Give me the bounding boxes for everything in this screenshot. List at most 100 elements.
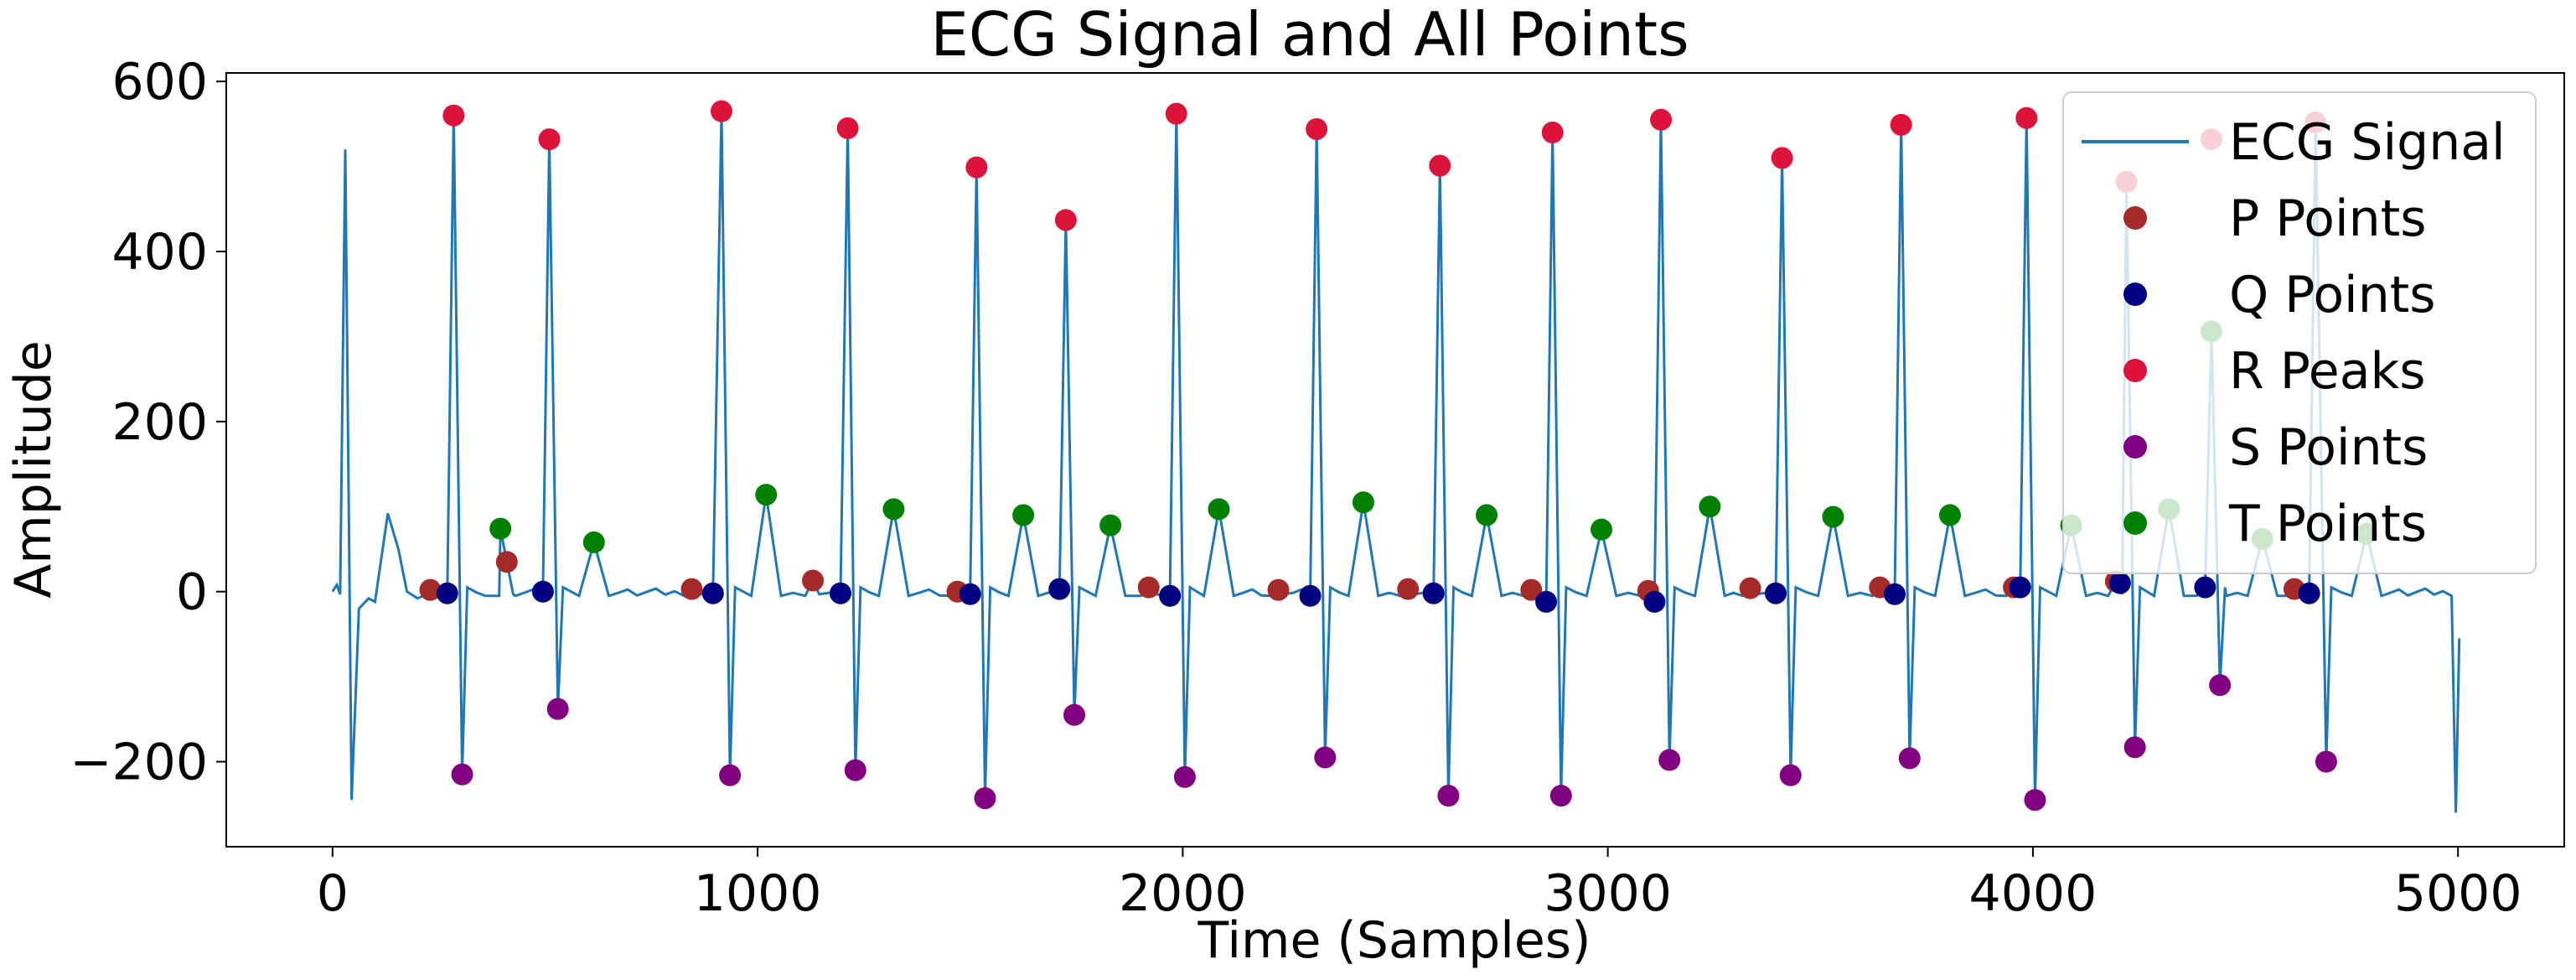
y-tick-label: 200 (111, 393, 208, 452)
x-tick-label: 1000 (694, 864, 822, 923)
r-peak-point (538, 128, 561, 151)
legend-box (2062, 91, 2537, 574)
legend-label: ECG Signal (2229, 113, 2506, 172)
chart-title: ECG Signal and All Points (930, 0, 1689, 70)
legend-label: R Peaks (2229, 342, 2426, 401)
q-point (2108, 572, 2131, 594)
s-point (2209, 674, 2232, 697)
q-point (1765, 582, 1787, 604)
legend-label: P Points (2229, 189, 2427, 248)
y-axis-label: Amplitude (4, 340, 63, 598)
p-point (802, 569, 825, 592)
r-peak-point (1306, 117, 1328, 140)
x-axis-label: Time (Samples) (1197, 911, 1591, 970)
s-point (1314, 746, 1337, 769)
legend-marker (2123, 435, 2147, 459)
r-peak-point (2015, 106, 2038, 129)
p-point (495, 551, 518, 573)
t-point (489, 517, 512, 540)
s-point (1658, 749, 1681, 771)
q-point (2009, 576, 2031, 599)
legend-marker (2123, 206, 2147, 230)
p-point (1739, 577, 1761, 599)
r-peak-point (965, 156, 988, 179)
x-tick-label: 4000 (1969, 864, 2098, 923)
q-point (1422, 582, 1445, 604)
p-point (1267, 578, 1290, 601)
r-peak-point (442, 104, 465, 127)
t-point (1352, 491, 1374, 514)
q-point (959, 583, 981, 605)
q-point (830, 582, 852, 604)
y-tick-label: −200 (70, 734, 208, 792)
legend-label: T Points (2228, 495, 2427, 553)
t-point (582, 531, 605, 553)
p-point (680, 578, 703, 600)
x-tick-label: 0 (317, 864, 349, 923)
q-point (531, 580, 554, 603)
q-point (436, 582, 458, 604)
t-point (1699, 495, 1721, 518)
r-peak-point (836, 117, 859, 139)
legend-label: S Points (2229, 418, 2428, 477)
r-peak-point (1165, 102, 1187, 125)
r-peak-point (1054, 209, 1077, 231)
t-point (1591, 518, 1613, 541)
x-tick-label: 3000 (1544, 864, 1672, 923)
s-point (546, 697, 569, 720)
t-point (1938, 504, 1961, 526)
r-peak-point (1890, 113, 1912, 136)
q-point (1048, 578, 1071, 600)
s-point (2024, 789, 2046, 811)
legend: ECG Signal P Points Q Points R Peaks S Point… (2062, 91, 2537, 574)
s-point (1898, 747, 1921, 770)
s-point (1063, 703, 1086, 726)
q-point (1884, 583, 1906, 605)
legend-marker (2123, 511, 2147, 535)
y-tick-label: 400 (111, 223, 208, 282)
s-point (1173, 765, 1196, 788)
s-point (719, 764, 742, 786)
legend-marker (2123, 359, 2147, 382)
y-tick-label: 0 (176, 563, 208, 622)
y-tick-label: 600 (111, 53, 208, 111)
q-point (1159, 584, 1182, 607)
t-point (1099, 514, 1122, 537)
p-point (1137, 576, 1160, 599)
s-point (2315, 750, 2337, 773)
q-point (701, 582, 724, 604)
q-point (2194, 576, 2216, 599)
t-point (1476, 504, 1498, 526)
s-point (1549, 785, 1572, 807)
s-point (1779, 764, 1802, 786)
r-peak-point (1429, 154, 1451, 177)
t-point (1822, 506, 1844, 528)
r-peak-point (1650, 108, 1673, 131)
p-point (1520, 578, 1543, 601)
s-point (2123, 736, 2146, 759)
r-peak-point (1541, 122, 1564, 143)
q-point (1299, 584, 1322, 607)
s-point (974, 787, 996, 810)
r-peak-point (1771, 147, 1793, 169)
axis-ticks: 0 1000 2000 3000 4000 5000 −200 0 200 400 600 (70, 53, 2522, 923)
x-tick-label: 2000 (1119, 864, 1247, 923)
legend-marker (2123, 283, 2147, 306)
t-point (1208, 498, 1230, 521)
q-point (1535, 590, 1558, 613)
t-point (882, 498, 905, 521)
p-point (419, 578, 442, 601)
s-point (844, 759, 866, 781)
r-peak-point (710, 100, 732, 122)
p-point (1397, 578, 1420, 600)
axes-frame (225, 72, 2565, 848)
t-point (755, 484, 778, 506)
x-tick-label: 5000 (2394, 864, 2522, 923)
s-point (451, 763, 473, 786)
t-point (1012, 504, 1035, 526)
q-point (2298, 582, 2320, 604)
q-point (1643, 590, 1666, 613)
s-point (1437, 785, 1460, 807)
legend-label: Q Points (2229, 266, 2436, 324)
